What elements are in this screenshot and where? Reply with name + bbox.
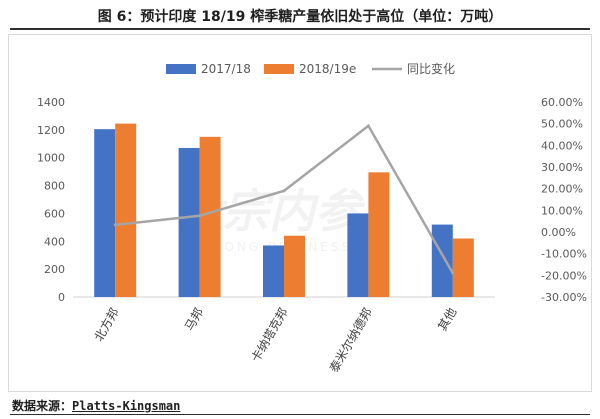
y-left-tick-label: 1000 [37,152,65,165]
line-point [198,214,202,218]
y-right-tick-label: 10.00% [541,204,583,217]
y-right-tick-label: 60.00% [541,96,583,109]
y-left-tick-label: 1200 [37,124,65,137]
line-point [282,189,286,193]
line-point [451,271,455,275]
source-label: 数据来源： [12,399,73,413]
legend-label: 2018/19e [299,62,356,76]
y-left-tick-label: 0 [58,291,65,304]
title-divider [10,28,590,30]
y-right-tick-label: 20.00% [541,183,583,196]
bar-series2 [115,123,137,297]
y-right-tick-label: -30.00% [541,291,587,304]
y-left-tick-label: 1400 [37,96,65,109]
source-note: 数据来源：Platts-Kingsman [12,397,180,414]
bar-series1 [94,129,116,297]
x-category-label: 马邦 [182,306,206,334]
y-right-tick-label: -10.00% [541,248,587,261]
y-left-tick-label: 400 [44,235,65,248]
legend-swatch [166,64,196,74]
y-right-tick-label: 0.00% [541,226,576,239]
figure-title: 图 6：预计印度 18/19 榨季糖产量依旧处于高位（单位：万吨） [97,9,503,25]
legend-label: 同比变化 [407,61,455,76]
x-category-label: 卡纳塔克邦 [248,306,290,365]
bar-series1 [263,245,284,297]
x-category-label: 其他 [435,306,459,334]
y-left-tick-label: 200 [44,263,65,276]
bar-series2 [368,172,390,297]
y-right-tick-label: 50.00% [541,118,583,131]
bar-series2 [284,235,305,297]
bar-series1 [178,147,200,297]
y-right-tick-label: 30.00% [541,161,583,174]
bar-series1 [431,224,453,297]
line-point [366,124,370,128]
legend-label: 2017/18 [201,62,251,76]
line-point [113,223,117,227]
bar-series2 [199,136,221,297]
bar-series2 [452,238,474,297]
legend-swatch [264,64,294,74]
x-category-label: 北方邦 [91,305,122,344]
chart-frame: 大宗内参 DAZONG BUSINESS 0 200 400 600 800 1000 1200… [8,34,592,392]
x-category-label: 泰米尔纳德邦 [326,305,375,375]
y-right-tick-label: 40.00% [541,139,583,152]
source-divider [10,414,590,415]
bar-series1 [347,213,369,297]
y-left-tick-label: 600 [44,207,65,220]
y-right-tick-label: -20.00% [541,269,587,282]
y-left-tick-label: 800 [44,180,65,193]
source-value: Platts-Kingsman [72,399,181,413]
